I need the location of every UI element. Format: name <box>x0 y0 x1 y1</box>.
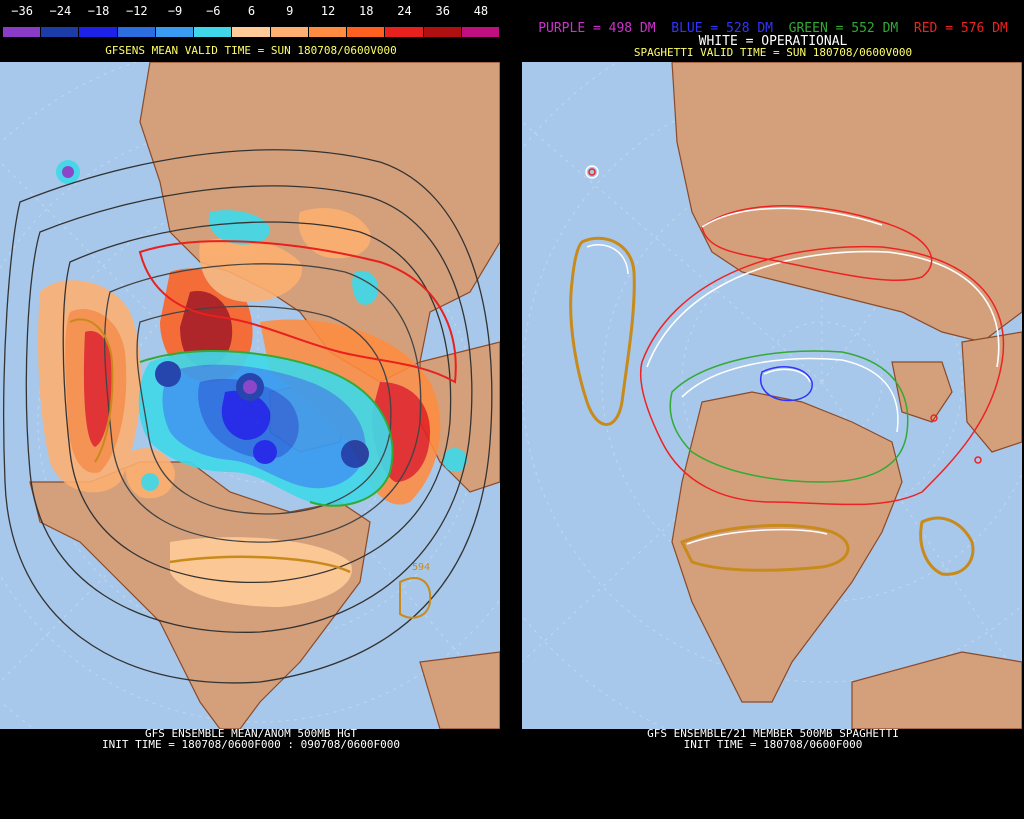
scale-swatch <box>347 27 386 37</box>
scale-swatch <box>117 27 156 37</box>
legend-blue: BLUE = 528 DM <box>671 21 773 36</box>
scale-label: 24 <box>397 4 412 18</box>
scale-swatch <box>232 27 271 37</box>
spaghetti-map <box>522 62 1022 729</box>
scale-tick-labels: −36 −24 −18 −12 −9 −6 6 9 12 18 24 36 48 <box>3 4 500 18</box>
asia-landmass <box>671 62 1022 343</box>
scale-label: 36 <box>435 4 450 18</box>
right-footer-line1: GFS ENSEMBLE/21 MEMBER 500MB SPAGHETTI <box>647 727 899 740</box>
scale-swatch <box>194 27 233 37</box>
scale-label: −36 <box>11 4 33 18</box>
scale-label: 6 <box>247 4 256 18</box>
scale-label: −6 <box>206 4 221 18</box>
scale-label: 9 <box>286 4 294 18</box>
scale-swatch <box>385 27 424 37</box>
left-footer-line1: GFS ENSEMBLE MEAN/ANOM 500MB HGT <box>145 727 357 740</box>
anomaly-map: 594 <box>0 62 500 729</box>
scale-label: 12 <box>320 4 336 18</box>
scale-label: −24 <box>49 4 72 18</box>
panel-divider <box>502 0 522 819</box>
scale-swatch <box>41 27 80 37</box>
right-valid-time: SPAGHETTI VALID TIME = SUN 180708/0600V0… <box>633 46 913 59</box>
scale-label: 48 <box>473 4 489 18</box>
south-america-landmass <box>419 651 500 729</box>
scale-swatch <box>3 27 42 37</box>
greenland-landmass <box>891 361 953 423</box>
legend-purple: PURPLE = 498 DM <box>538 21 656 36</box>
contour-label-594: 594 <box>412 562 430 573</box>
north-america-landmass <box>29 461 371 729</box>
left-footer-line2: INIT TIME = 180708/0600F000 : 090708/060… <box>101 738 400 751</box>
right-footer-line2: INIT TIME = 180708/0600F000 <box>683 738 863 751</box>
north-america-landmass <box>671 391 903 703</box>
legend-red: RED = 576 DM <box>913 21 1008 36</box>
scale-swatch <box>79 27 118 37</box>
right-panel: PURPLE = 498 DM BLUE = 528 DM GREEN = 55… <box>522 0 1024 819</box>
legend-green: GREEN = 552 DM <box>788 21 899 36</box>
scale-swatch <box>155 27 195 37</box>
scale-swatch <box>270 27 309 37</box>
europe-landmass <box>961 331 1022 453</box>
scale-label: 18 <box>359 4 374 18</box>
left-panel: −36 −24 −18 −12 −9 −6 6 9 12 18 24 36 48… <box>0 0 502 819</box>
scale-label: −12 <box>125 4 148 18</box>
scale-label: −18 <box>87 4 110 18</box>
south-america-landmass <box>851 651 1022 729</box>
scale-swatch <box>461 27 501 37</box>
scale-swatch <box>308 27 348 37</box>
scale-swatch <box>423 27 462 37</box>
spaghetti-legend-line1: PURPLE = 498 DM BLUE = 528 DM GREEN = 55… <box>522 22 1024 36</box>
scale-label: −9 <box>167 4 183 18</box>
scale-color-bar <box>3 27 501 37</box>
left-valid-time: GFSENS MEAN VALID TIME = SUN 180708/0600… <box>105 44 397 57</box>
legend-white: WHITE = OPERATIONAL <box>698 34 848 49</box>
anomaly-color-scale: −36 −24 −18 −12 −9 −6 6 9 12 18 24 36 48 <box>3 4 501 37</box>
